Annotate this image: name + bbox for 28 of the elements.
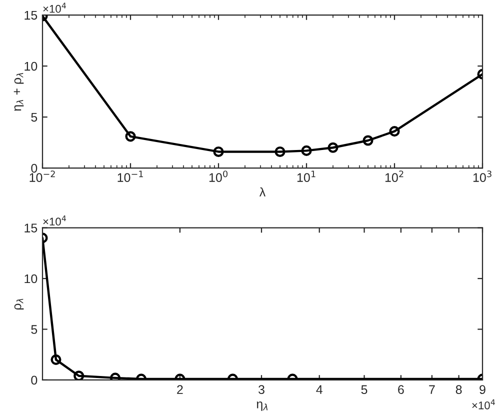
- x-tick-label: 10$^{3}$: [473, 170, 492, 182]
- x-tick-label: 10$^{1}$: [297, 170, 316, 182]
- x-tick-label: 2: [177, 385, 183, 394]
- x-tick-label: 10$^{0}$: [209, 170, 228, 182]
- x-tick-label: 7: [429, 385, 435, 394]
- x-axis-title: η$_{λ}$: [256, 402, 268, 411]
- y-axis-title: ρ$_{λ}$: [14, 298, 24, 310]
- y-tick-label: 5: [31, 325, 38, 334]
- y-tick-label: 5: [31, 112, 38, 122]
- y-tick-label: 0: [31, 164, 38, 173]
- text: ×10$^{4}$: [43, 216, 66, 226]
- x-tick-label: 10$^{2}$: [385, 170, 404, 182]
- x-axis-title: λ: [259, 187, 266, 196]
- text: ×10$^{4}$: [43, 2, 66, 13]
- y-tick-label: 10: [24, 62, 38, 71]
- x-tick-label: 10$^{−1}$: [118, 170, 143, 182]
- y-tick-label: 15: [24, 224, 38, 232]
- x-tick-label: 4: [316, 385, 322, 394]
- y-tick-label: 15: [24, 10, 38, 20]
- x-tick-label: 9: [480, 385, 486, 394]
- x-tick-label: 6: [398, 385, 404, 394]
- y-tick-label: 10: [24, 274, 38, 284]
- x-tick-label: 5: [361, 385, 368, 394]
- x-tick-label: 3: [258, 385, 264, 394]
- x-tick-label: 8: [456, 385, 462, 394]
- text: ×10$^{4}$: [472, 399, 495, 410]
- y-axis-title: η$_{λ}$ + ρ$_{λ}$: [14, 73, 24, 111]
- y-tick-label: 0: [31, 376, 38, 385]
